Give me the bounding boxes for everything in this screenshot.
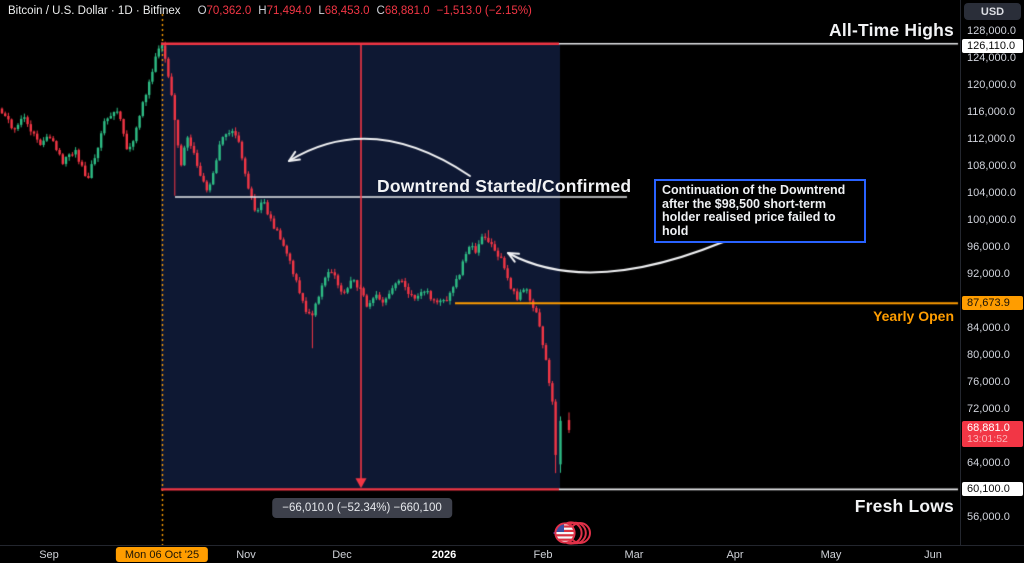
time-tick-label: Nov xyxy=(236,549,256,561)
open-label: O xyxy=(197,5,207,17)
measure-result-label[interactable]: −66,010.0 (−52.34%) −660,100 xyxy=(272,498,452,518)
price-tick-label: 124,000.0 xyxy=(967,52,1016,64)
open-value: 70,362.0 xyxy=(206,5,252,17)
date-marker-badge[interactable]: Mon 06 Oct '25 xyxy=(115,547,209,562)
us-flag-icon xyxy=(554,522,576,544)
price-tick-label: 80,000.0 xyxy=(967,349,1010,361)
price-tick-label: 96,000.0 xyxy=(967,241,1010,253)
yearly-open-label[interactable]: Yearly Open xyxy=(873,308,954,324)
price-tick-label: 100,000.0 xyxy=(967,214,1016,226)
fresh-low-axis-label: 60,100.0 xyxy=(962,482,1023,497)
time-axis[interactable]: Mon 06 Oct '25 Sep Nov Dec 2026 Feb Mar Apr May… xyxy=(0,545,1024,563)
currency-toggle-button[interactable]: USD xyxy=(964,3,1021,20)
last-price-value: 68,881.0 xyxy=(967,422,1010,435)
price-tick-label: 116,000.0 xyxy=(967,106,1016,118)
time-tick-label: Feb xyxy=(533,549,553,561)
time-tick-label: May xyxy=(820,549,842,561)
price-tick-label: 112,000.0 xyxy=(967,133,1016,145)
price-tick-label: 56,000.0 xyxy=(967,511,1010,523)
price-tick-label: 76,000.0 xyxy=(967,376,1010,388)
high-label: H xyxy=(258,5,267,17)
price-axis[interactable]: USD 126,110.0 87,673.9 68,881.0 13:01:52… xyxy=(960,0,1024,545)
downtrend-label[interactable]: Downtrend Started/Confirmed xyxy=(377,176,632,196)
last-price-axis-label: 68,881.0 13:01:52 xyxy=(962,421,1023,448)
time-tick-label: Jun xyxy=(924,549,942,561)
price-tick-label: 84,000.0 xyxy=(967,322,1010,334)
time-tick-label: Dec xyxy=(332,549,352,561)
fresh-lows-label[interactable]: Fresh Lows xyxy=(854,496,954,516)
time-tick-label: 2026 xyxy=(431,549,457,561)
price-tick-label: 72,000.0 xyxy=(967,403,1010,415)
yearly-open-axis-label: 87,673.9 xyxy=(962,296,1023,311)
chart-legend: Bitcoin / U.S. Dollar · 1D · Bitfinex O70… xyxy=(8,5,532,17)
time-tick-label: Mar xyxy=(624,549,644,561)
price-tick-label: 104,000.0 xyxy=(967,187,1016,199)
all-time-highs-label[interactable]: All-Time Highs xyxy=(829,20,954,40)
us-flag-spiral-sticker[interactable] xyxy=(550,519,594,547)
time-tick-label: Sep xyxy=(39,549,59,561)
price-tick-label: 120,000.0 xyxy=(967,79,1016,91)
time-tick-label: Apr xyxy=(726,549,744,561)
close-label: C xyxy=(376,5,385,17)
symbol-title[interactable]: Bitcoin / U.S. Dollar · 1D · Bitfinex xyxy=(8,5,181,17)
price-tick-label: 92,000.0 xyxy=(967,268,1010,280)
price-tick-label: 128,000.0 xyxy=(967,25,1016,37)
change-value: −1,513.0 (−2.15%) xyxy=(436,5,532,17)
low-value: 68,453.0 xyxy=(324,5,370,17)
high-value: 71,494.0 xyxy=(266,5,312,17)
ath-price-axis-label: 126,110.0 xyxy=(962,38,1023,53)
close-value: 68,881.0 xyxy=(384,5,430,17)
downtrend-callout-box[interactable]: Continuation of the Downtrend after the … xyxy=(654,179,866,243)
price-tick-label: 64,000.0 xyxy=(967,457,1010,469)
bar-close-countdown: 13:01:52 xyxy=(967,433,1008,446)
price-tick-label: 108,000.0 xyxy=(967,160,1016,172)
low-label: L xyxy=(318,5,325,17)
